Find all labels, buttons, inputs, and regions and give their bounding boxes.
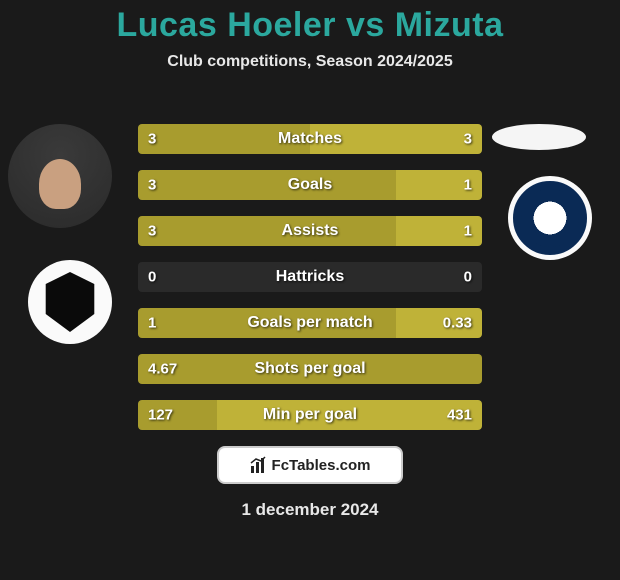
attribution-box: FcTables.com: [217, 446, 403, 484]
player-right-club-badge: [508, 176, 592, 260]
stat-bar-right: [396, 216, 482, 246]
stat-bar-right: [217, 400, 482, 430]
stat-bar-left: [138, 216, 396, 246]
date-label: 1 december 2024: [0, 500, 620, 520]
stat-row: 33Matches: [138, 124, 482, 154]
player-left-club-badge: [28, 260, 112, 344]
comparison-bar-chart: 33Matches 31Goals 31Assists 0 0Hattricks 10.3…: [138, 124, 482, 446]
stat-row: 127431Min per goal: [138, 400, 482, 430]
stat-row: 0 0Hattricks: [138, 262, 482, 292]
attribution-text: FcTables.com: [272, 457, 371, 474]
stat-bar-left: [138, 308, 396, 338]
stat-bar-left: [138, 354, 482, 384]
player-right-avatar: [492, 124, 586, 150]
player-left-avatar: [8, 124, 112, 228]
stat-value-right: 0: [464, 269, 472, 286]
page-title: Lucas Hoeler vs Mizuta: [0, 0, 620, 45]
stat-value-left: 0: [148, 269, 156, 286]
stat-row: 10.33Goals per match: [138, 308, 482, 338]
stat-row: 4.67Shots per goal: [138, 354, 482, 384]
stat-label: Hattricks: [138, 268, 482, 286]
stat-row: 31Assists: [138, 216, 482, 246]
stat-bar-right: [396, 170, 482, 200]
bar-chart-icon: [250, 456, 268, 474]
stat-bar-left: [138, 400, 217, 430]
stat-bar-left: [138, 170, 396, 200]
stat-bar-right: [310, 124, 482, 154]
stat-row: 31Goals: [138, 170, 482, 200]
subtitle: Club competitions, Season 2024/2025: [0, 53, 620, 71]
stat-bar-right: [396, 308, 482, 338]
stat-bar-left: [138, 124, 310, 154]
